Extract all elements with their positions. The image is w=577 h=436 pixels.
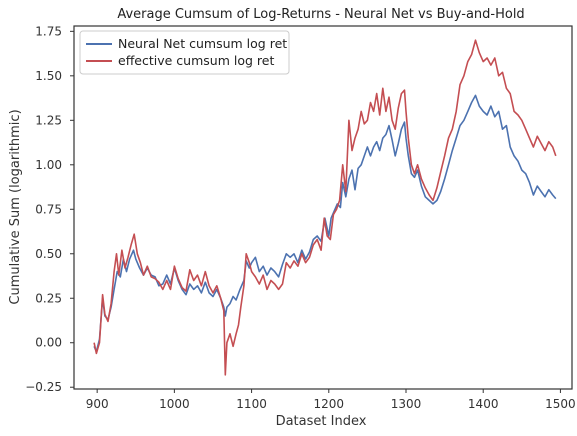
x-axis-title: Dataset Index xyxy=(276,414,367,429)
plot-frame xyxy=(73,25,573,390)
y-axis-title: Cumulative Sum (logarithmic) xyxy=(8,109,23,304)
legend: Neural Net cumsum log ret effective cums… xyxy=(79,30,290,75)
y-axis-ticks: −0.25 0.00 0.25 0.50 0.75 1.00 1.25 1.50 1.75 xyxy=(25,24,74,394)
y-tick-label: 1.50 xyxy=(35,69,62,83)
y-tick-label: 0.75 xyxy=(35,202,62,216)
x-tick-label: 1200 xyxy=(314,397,345,411)
y-tick-label: 1.25 xyxy=(35,113,62,127)
legend-box xyxy=(79,30,290,75)
series-layer xyxy=(93,39,557,376)
chart-title: Average Cumsum of Log-Returns - Neural N… xyxy=(117,7,524,22)
series-line-neural-net xyxy=(93,94,557,353)
legend-label-effective: effective cumsum log ret xyxy=(118,53,274,68)
x-tick-label: 1500 xyxy=(545,397,576,411)
x-tick-label: 1400 xyxy=(468,397,499,411)
series-line-effective xyxy=(93,39,557,376)
x-tick-label: 1300 xyxy=(391,397,422,411)
legend-label-neural-net: Neural Net cumsum log ret xyxy=(118,36,287,51)
x-tick-label: 1100 xyxy=(236,397,267,411)
y-tick-label: 0.50 xyxy=(35,247,62,261)
y-tick-label: 1.00 xyxy=(35,158,62,172)
x-axis-ticks: 900 1000 1100 1200 1300 1400 1500 xyxy=(86,389,576,411)
y-tick-label: 0.25 xyxy=(35,291,62,305)
x-tick-label: 900 xyxy=(86,397,109,411)
y-tick-label: −0.25 xyxy=(25,380,62,394)
y-tick-label: 1.75 xyxy=(35,24,62,38)
x-tick-label: 1000 xyxy=(159,397,190,411)
y-tick-label: 0.00 xyxy=(35,336,62,350)
